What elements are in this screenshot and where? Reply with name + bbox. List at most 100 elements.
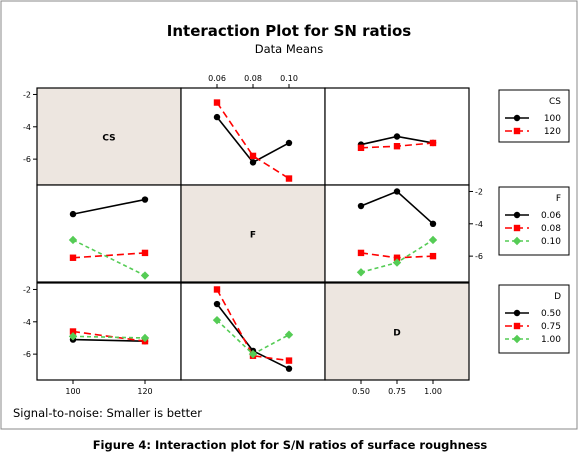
data-point [213, 286, 221, 293]
data-point [284, 330, 294, 339]
panel-frame [324, 282, 470, 381]
legend-D: D 0.50 0.75 1.00 [498, 284, 570, 354]
data-point [69, 254, 77, 261]
series-line [216, 102, 290, 180]
data-point [392, 258, 402, 267]
data-point [141, 249, 149, 257]
x-tick-label: 120 [137, 387, 152, 396]
panel-frame [36, 184, 182, 283]
panel-1-2 [356, 188, 438, 277]
data-point [140, 333, 150, 343]
y-tick-label: -2 [23, 285, 31, 294]
data-point [356, 268, 366, 277]
data-point [68, 332, 78, 341]
diagonal-label: CS [102, 134, 115, 144]
legend-CS: CS 100 120 [498, 89, 570, 143]
data-point [285, 357, 293, 364]
legends-layer: CS 100 120 F 0.06 0.08 0.10 D 0.50 0.75 1.00 [498, 89, 570, 354]
data-point [213, 113, 221, 121]
panel-2-0 [68, 328, 150, 345]
data-point [141, 196, 149, 203]
series-line [72, 239, 146, 277]
legend-marker [513, 127, 521, 135]
data-point [428, 235, 438, 245]
panel-1-0 [68, 196, 150, 280]
data-point [140, 271, 150, 280]
x-tick-label: 0.75 [388, 387, 406, 396]
legend-label: 0.75 [541, 322, 561, 332]
data-point [213, 99, 221, 106]
panels-layer: CS F D 100 120 0.06 0.08 0.10 0.50 0.75 1.00 -2 -4 -6… [23, 74, 483, 396]
panel-frame [180, 87, 326, 186]
panel-0-2 [357, 133, 437, 152]
data-point [357, 144, 365, 152]
legend-title: F [556, 194, 561, 204]
data-point [248, 349, 258, 359]
data-point [69, 328, 77, 335]
series-line [72, 330, 146, 342]
x-tick-label: 0.10 [280, 74, 298, 83]
legend-F: F 0.06 0.08 0.10 [498, 186, 570, 256]
figure-caption: Figure 4: Interaction plot for S/N ratio… [93, 438, 488, 452]
series-line [216, 289, 290, 362]
chart-title: Interaction Plot for SN ratios [167, 22, 412, 40]
y-tick-label: -6 [475, 252, 483, 261]
legend-label: 100 [544, 114, 561, 124]
panel-frame [36, 282, 182, 381]
diagonal-label: D [393, 329, 400, 339]
data-point [285, 139, 293, 147]
y-tick-label: -4 [475, 220, 483, 229]
legend-label: 0.08 [541, 224, 561, 234]
legend-label: 120 [544, 127, 561, 137]
legend-label: 0.10 [541, 237, 561, 247]
series-line [72, 252, 146, 259]
y-tick-label: -6 [23, 155, 31, 164]
panel-2-1 [212, 286, 294, 372]
data-point [357, 249, 365, 257]
legend-label: 0.50 [541, 309, 561, 319]
legend-marker [513, 211, 521, 219]
legend-marker [513, 114, 521, 122]
data-point [393, 254, 401, 261]
x-tick-label: 1.00 [424, 387, 442, 396]
y-tick-label: -4 [23, 318, 31, 327]
legend-marker [512, 334, 522, 344]
series-line [72, 198, 146, 215]
data-point [357, 202, 365, 210]
series-line [72, 335, 146, 339]
diagonal-label: F [250, 231, 256, 241]
panel-frame [36, 87, 182, 186]
data-point [393, 143, 401, 150]
legend-marker [513, 322, 521, 330]
panel-frame [180, 184, 326, 283]
legend-label: 0.06 [541, 211, 561, 221]
y-tick-label: -6 [23, 350, 31, 359]
data-point [249, 152, 257, 160]
legend-box [498, 89, 570, 143]
legend-label: 1.00 [541, 335, 561, 345]
y-tick-label: -4 [23, 123, 31, 132]
legend-title: CS [549, 97, 561, 107]
panel-0-1 [213, 99, 293, 182]
x-tick-label: 0.50 [352, 387, 370, 396]
legend-box [498, 284, 570, 354]
footnote: Signal-to-noise: Smaller is better [13, 406, 202, 420]
data-point [429, 220, 437, 227]
legend-marker [513, 224, 521, 232]
data-point [285, 365, 293, 372]
legend-title: D [554, 292, 561, 302]
data-point [429, 139, 437, 147]
x-tick-label: 0.08 [244, 74, 262, 83]
data-point [393, 133, 401, 140]
data-point [249, 159, 257, 166]
legend-box [498, 186, 570, 256]
y-tick-label: -2 [475, 187, 483, 196]
x-tick-label: 100 [65, 387, 80, 396]
data-point [213, 300, 221, 308]
data-point [68, 235, 78, 245]
x-tick-label: 0.06 [208, 74, 226, 83]
panel-frame [324, 184, 470, 283]
y-tick-label: -2 [23, 90, 31, 99]
chart-subtitle: Data Means [255, 42, 323, 56]
